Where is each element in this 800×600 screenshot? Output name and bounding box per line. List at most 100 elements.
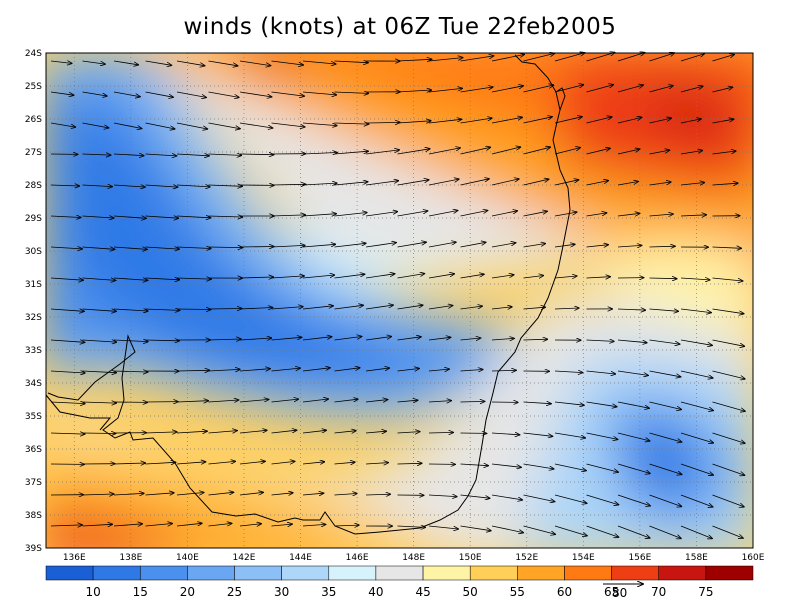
wind-arrow (82, 185, 113, 187)
wind-arrow (428, 179, 459, 186)
colorbar-label: 60 (557, 585, 572, 599)
wind-arrow (50, 433, 85, 434)
wind-arrow (586, 370, 616, 374)
wind-arrow (208, 461, 236, 465)
wind-arrow (523, 494, 555, 502)
wind-speed-shading (46, 53, 753, 548)
wind-arrow (397, 211, 428, 217)
wind-arrow (50, 185, 79, 186)
colorbar-swatch (234, 565, 282, 581)
wind-arrow (428, 337, 451, 341)
colorbar-label: 45 (415, 585, 430, 599)
wind-arrow (649, 53, 675, 62)
wind-arrow (145, 309, 180, 310)
wind-arrow (428, 88, 462, 93)
wind-arrow (554, 371, 583, 373)
wind-arrow (586, 463, 619, 472)
wind-arrow (397, 526, 426, 527)
wind-arrow (113, 122, 142, 129)
wind-arrow (365, 305, 393, 310)
wind-arrow (397, 149, 430, 155)
wind-arrow (397, 90, 432, 92)
wind-arrow (460, 464, 489, 466)
wind-arrow (428, 242, 456, 248)
wind-arrow (302, 60, 336, 64)
colorbar-swatch (469, 565, 518, 581)
wind-arrow (554, 180, 579, 186)
wind-arrow (50, 122, 75, 127)
wind-arrow (302, 524, 326, 526)
colorbar-swatch (517, 565, 565, 581)
colorbar-swatch (422, 565, 471, 581)
wind-arrow (239, 369, 270, 371)
colorbar-label: 25 (227, 585, 242, 599)
wind-arrow (586, 117, 612, 124)
wind-arrow (145, 60, 172, 65)
wind-arrow (712, 494, 744, 507)
wind-arrow (302, 122, 337, 126)
wind-arrow (271, 307, 303, 310)
wind-arrow (113, 154, 144, 156)
vector-reference: 80 (603, 584, 643, 600)
wind-arrow (460, 242, 486, 248)
wind-arrow (176, 60, 205, 66)
wind-arrow (334, 305, 364, 310)
wind-arrow (239, 60, 271, 66)
wind-arrow (649, 370, 681, 377)
wind-arrow (397, 432, 420, 433)
wind-arrow (491, 275, 514, 279)
lat-tick-label: 27S (25, 148, 42, 158)
wind-arrow (113, 524, 142, 526)
wind-arrow (239, 524, 261, 526)
lat-tick-label: 28S (25, 181, 42, 191)
wind-arrow (82, 154, 111, 155)
wind-arrow (680, 525, 712, 539)
wind-arrow (649, 118, 672, 124)
wind-arrow (334, 431, 356, 433)
wind-arrow (428, 119, 462, 124)
wind-arrow (302, 91, 336, 95)
colorbar-label: 10 (85, 585, 100, 599)
wind-arrow (82, 60, 106, 64)
wind-arrow (302, 462, 324, 464)
lon-tick-label: 146E (346, 553, 369, 563)
wind-arrow (113, 278, 148, 280)
lat-tick-label: 26S (25, 115, 42, 125)
wind-arrow (208, 400, 239, 402)
wind-arrow (239, 247, 274, 248)
wind-arrow (113, 216, 146, 218)
wind-arrow (302, 399, 328, 403)
wind-vector-field (50, 53, 745, 539)
wind-arrow (586, 181, 609, 186)
wind-arrow (712, 151, 736, 155)
wind-arrow (50, 309, 84, 311)
wind-arrow (50, 340, 85, 342)
wind-arrow (334, 368, 360, 372)
wind-arrow (208, 523, 232, 527)
wind-arrow (365, 243, 396, 248)
wind-arrow (365, 494, 390, 495)
wind-arrow (523, 276, 544, 279)
wind-arrow (680, 119, 701, 124)
wind-arrow (302, 275, 334, 279)
wind-arrow (712, 119, 734, 124)
wind-arrow (113, 371, 148, 372)
wind-arrow (617, 53, 645, 62)
wind-arrow (680, 183, 704, 186)
wind-arrow (491, 494, 522, 500)
wind-arrow (680, 370, 713, 378)
wind-arrow (271, 91, 305, 96)
lon-tick-label: 152E (515, 553, 538, 563)
wind-arrow (334, 525, 359, 526)
wind-arrow (302, 153, 337, 155)
wind-arrow (523, 244, 546, 248)
lat-tick-label: 31S (25, 280, 42, 290)
wind-arrow (176, 370, 209, 371)
wind-arrow (460, 306, 483, 310)
wind-arrow (523, 117, 553, 124)
wind-arrow (523, 339, 548, 340)
wind-arrow (460, 118, 492, 124)
wind-arrow (208, 60, 238, 66)
wind-arrow (397, 180, 429, 186)
